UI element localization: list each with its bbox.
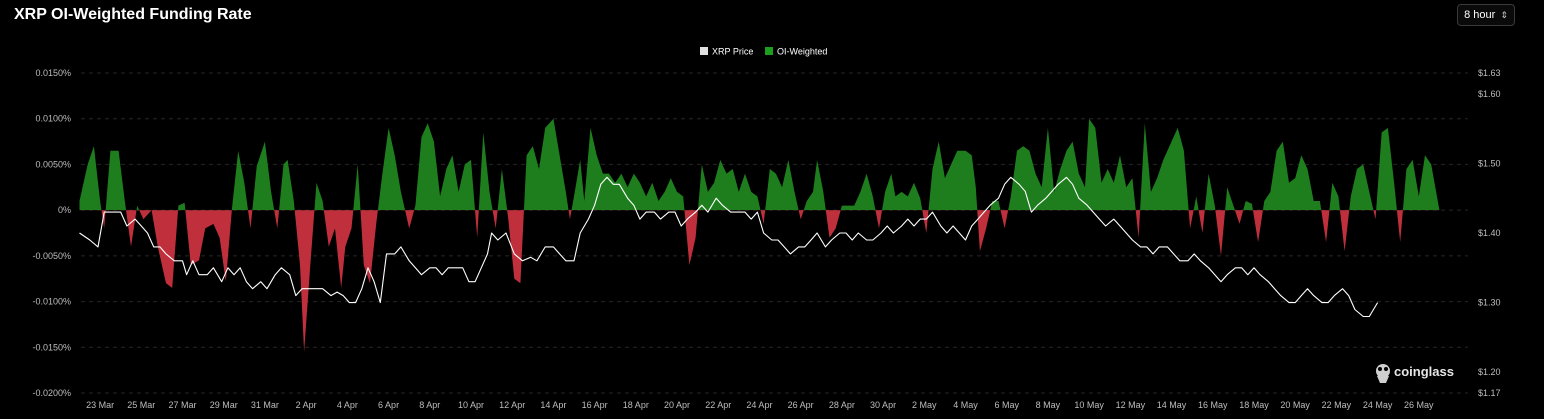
left-tick-label: -0.0200% — [32, 388, 71, 398]
right-tick-label: $1.63 — [1478, 68, 1501, 78]
x-tick-label: 22 May — [1322, 400, 1352, 410]
x-tick-label: 12 May — [1116, 400, 1146, 410]
x-tick-label: 2 Apr — [296, 400, 317, 410]
price-series — [79, 176, 1379, 318]
coinglass-watermark: coinglass — [1376, 364, 1454, 383]
right-tick-label: $1.30 — [1478, 298, 1501, 308]
x-tick-label: 14 Apr — [540, 400, 566, 410]
left-tick-label: 0.0050% — [35, 159, 71, 169]
x-tick-label: 12 Apr — [499, 400, 525, 410]
updown-chevron-icon: ⇕ — [1500, 9, 1508, 20]
left-tick-label: 0% — [58, 205, 71, 215]
right-axis: $1.63 $1.60 $1.50 $1.40 $1.30 $1.20 $1.17 — [1478, 68, 1501, 398]
funding-rate-series — [79, 118, 1440, 352]
right-tick-label: $1.20 — [1478, 367, 1501, 377]
x-tick-label: 8 May — [1036, 400, 1061, 410]
legend-swatch-xrp-price — [700, 47, 708, 55]
interval-select-value: 8 hour — [1464, 9, 1496, 21]
legend-label-oi-weighted[interactable]: OI-Weighted — [777, 47, 827, 57]
x-tick-label: 10 May — [1074, 400, 1104, 410]
x-tick-label: 16 Apr — [582, 400, 608, 410]
x-tick-label: 18 May — [1239, 400, 1269, 410]
x-tick-label: 30 Apr — [870, 400, 896, 410]
x-axis: 23 Mar 25 Mar 27 Mar 29 Mar 31 Mar 2 Apr 4 Apr… — [86, 400, 1434, 410]
x-tick-label: 16 May — [1198, 400, 1228, 410]
x-tick-label: 6 May — [994, 400, 1019, 410]
right-tick-label: $1.50 — [1478, 158, 1501, 168]
x-tick-label: 24 May — [1363, 400, 1393, 410]
left-tick-label: -0.0100% — [32, 297, 71, 307]
x-tick-label: 4 Apr — [337, 400, 358, 410]
right-tick-label: $1.60 — [1478, 89, 1501, 99]
x-tick-label: 26 Apr — [788, 400, 814, 410]
left-tick-label: 0.0100% — [35, 114, 71, 124]
right-tick-label: $1.40 — [1478, 228, 1501, 238]
legend-swatch-oi-weighted — [765, 47, 773, 55]
x-tick-label: 23 Mar — [86, 400, 114, 410]
x-tick-label: 31 Mar — [251, 400, 279, 410]
x-tick-label: 10 Apr — [458, 400, 484, 410]
x-tick-label: 20 May — [1280, 400, 1310, 410]
coinglass-logo-icon — [1376, 364, 1390, 383]
xrp-price-line — [79, 176, 1379, 318]
x-tick-label: 26 May — [1404, 400, 1434, 410]
x-tick-label: 18 Apr — [623, 400, 649, 410]
left-axis: 0.0150% 0.0100% 0.0050% 0% -0.0050% -0.0100% -… — [32, 68, 71, 398]
legend[interactable]: XRP Price OI-Weighted — [700, 47, 827, 57]
grid-lines — [81, 72, 1468, 394]
left-tick-label: -0.0050% — [32, 251, 71, 261]
x-tick-label: 6 Apr — [378, 400, 399, 410]
x-tick-label: 22 Apr — [705, 400, 731, 410]
funding-area-negative — [79, 210, 1440, 352]
x-tick-label: 25 Mar — [127, 400, 155, 410]
x-tick-label: 29 Mar — [210, 400, 238, 410]
watermark-text: coinglass — [1394, 364, 1454, 379]
left-tick-label: -0.0150% — [32, 342, 71, 352]
funding-area-positive — [79, 118, 1440, 211]
x-tick-label: 28 Apr — [829, 400, 855, 410]
x-tick-label: 2 May — [912, 400, 937, 410]
x-tick-label: 14 May — [1157, 400, 1187, 410]
x-tick-label: 8 Apr — [419, 400, 440, 410]
left-tick-label: 0.0150% — [35, 68, 71, 78]
interval-select[interactable]: 8 hour ⇕ — [1457, 4, 1515, 26]
page-title: XRP OI-Weighted Funding Rate — [14, 6, 252, 23]
right-tick-label: $1.17 — [1478, 388, 1501, 398]
x-tick-label: 27 Mar — [169, 400, 197, 410]
legend-label-xrp-price[interactable]: XRP Price — [712, 47, 753, 57]
x-tick-label: 20 Apr — [664, 400, 690, 410]
x-tick-label: 24 Apr — [746, 400, 772, 410]
x-tick-label: 4 May — [953, 400, 978, 410]
